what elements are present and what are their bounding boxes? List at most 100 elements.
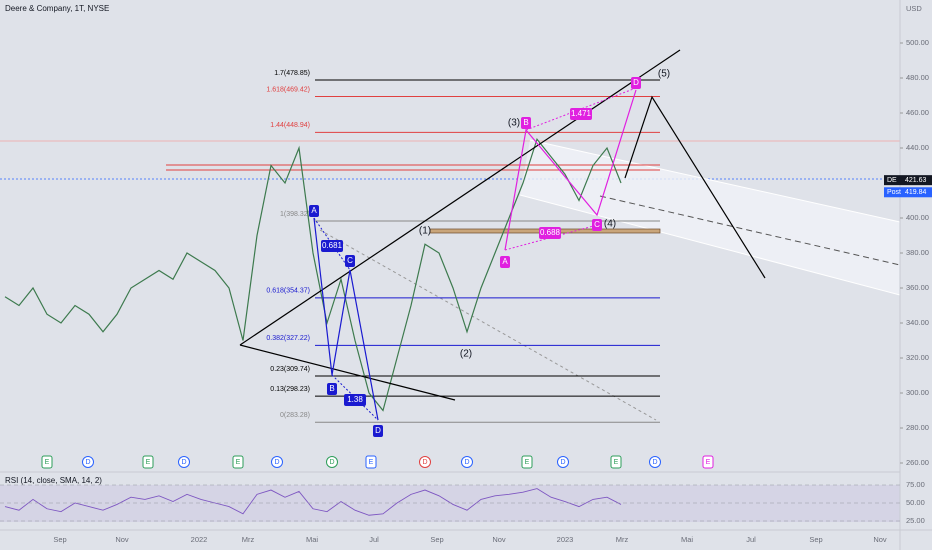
pattern-label: A [502,257,508,266]
channel-lower [519,194,901,296]
event-label: D [464,459,469,466]
pattern-box [345,255,355,267]
rsi-tick-label: 25.00 [906,516,925,525]
fib-label: 0.13(298.23) [270,386,310,393]
event-label: E [369,459,374,466]
event-icon [461,456,473,468]
price-tick-label: 260.00 [906,458,929,467]
wave-label: (2) [460,349,472,360]
channel-upper [529,139,901,223]
event-icon [82,456,94,468]
fib-label: 1.44(448.94) [270,122,310,129]
event-label: E [706,459,711,466]
rsi-tick-label: 75.00 [906,480,925,489]
projection-arrow [624,95,766,279]
time-label: Nov [115,535,129,544]
pattern-box [327,383,337,395]
pattern-box [592,219,602,231]
event-label: D [181,459,186,466]
time-label: Mrz [242,535,255,544]
price-tick-label: 340.00 [906,318,929,327]
time-label: Mrz [616,535,629,544]
event-icon [232,455,244,469]
event-icon [326,456,338,468]
trendline [239,49,681,346]
trendline [239,344,456,401]
rsi-tick-label: 50.00 [906,498,925,507]
rsi-line [4,488,622,516]
pattern-box [344,394,366,406]
time-label: Sep [430,535,443,544]
event-icon [419,456,431,468]
pattern-label: B [329,384,334,393]
fib-label: 1(398.32) [280,211,310,218]
pattern-label: B [523,118,528,127]
time-label: Nov [873,535,887,544]
event-label: E [45,459,50,466]
fib-label: 0.382(327.22) [266,335,310,342]
price-tick-label: 440.00 [906,143,929,152]
pattern-label: 0.681 [322,241,343,250]
price-tick-label: 500.00 [906,38,929,47]
pattern-label: 1.38 [347,395,363,404]
price-marker [884,187,932,198]
price-marker [884,175,932,186]
dashed-trend [319,229,657,421]
pattern-box [521,117,531,129]
event-label: D [274,459,279,466]
wave-label: (3) [508,118,520,129]
pattern-label: C [594,220,600,229]
channel [520,140,900,295]
fib-label: 0(283.28) [280,412,310,419]
marker-value: 419.84 [905,189,927,196]
time-label: 2023 [557,535,574,544]
pink-pattern [504,89,637,251]
event-label: E [525,459,530,466]
fib-label: 1.7(478.85) [274,70,310,77]
price-tick-label: 380.00 [906,248,929,257]
fib-label: 1.618(469.42) [266,86,310,93]
price-tick-label: 360.00 [906,283,929,292]
pattern-label: A [311,206,317,215]
event-label: E [146,459,151,466]
pattern-box [321,240,343,252]
pattern-box [373,425,383,437]
channel-mid [599,195,901,266]
event-icon [649,456,661,468]
time-label: Sep [53,535,66,544]
title: Deere & Company, 1T, NYSE [5,4,109,13]
rsi-label: RSI (14, close, SMA, 14, 2) [5,476,102,485]
pattern-label: D [375,426,381,435]
currency: USD [906,4,922,13]
labels: (1) (2) (3) (4) (5) A C B D 0.681 1.38 A B C D 0.688 1.4… [309,69,670,437]
event-icon [365,455,377,469]
event-label: D [560,459,565,466]
blue-pattern [313,217,379,421]
pattern-box [570,108,592,120]
rsi-band [0,485,900,522]
pattern-label: 0.688 [540,228,561,237]
event-label: D [422,459,427,466]
event-icon [142,455,154,469]
marker-name: DE [887,177,897,184]
marker-value: 421.63 [905,177,927,184]
pattern-box [500,256,510,268]
event-label: E [614,459,619,466]
pattern-label: D [633,78,639,87]
time-label: 2022 [191,535,208,544]
time-label: Jul [369,535,379,544]
wave-label: (5) [658,69,670,80]
price-tick-label: 480.00 [906,73,929,82]
event-icon [610,455,622,469]
blue-dotted [313,217,351,271]
price-tick-label: 300.00 [906,388,929,397]
fib-label: 0.618(354.37) [266,288,310,295]
time-label: Mai [306,535,318,544]
price-tick-label: 320.00 [906,353,929,362]
event-icon [271,456,283,468]
time-label: Nov [492,535,506,544]
wave-label: (1) [419,226,431,237]
time-label: Mai [681,535,693,544]
pattern-box [309,205,319,217]
